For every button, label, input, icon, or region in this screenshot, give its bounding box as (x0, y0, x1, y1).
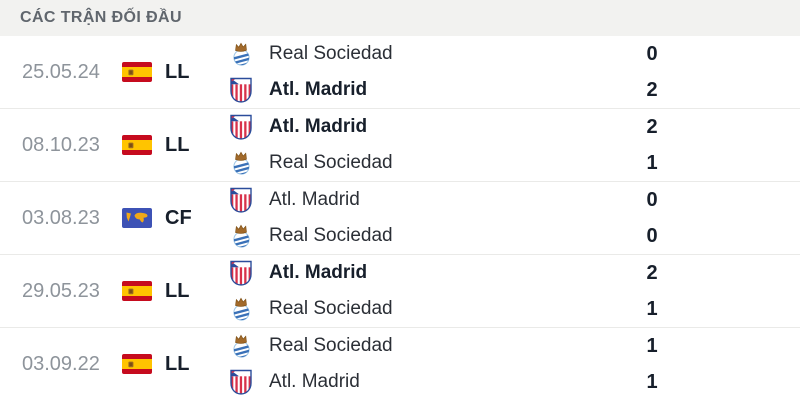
team-name: Atl. Madrid (269, 79, 368, 100)
team-name: Atl. Madrid (269, 262, 368, 283)
team-score: 0 (646, 224, 658, 247)
section-title: CÁC TRẬN ĐỐI ĐẦU (20, 9, 182, 26)
match-teams: Atl. Madrid 2 Real Sociedad 1 (228, 255, 800, 327)
team-name: Real Sociedad (269, 152, 393, 173)
team-score: 2 (646, 115, 658, 138)
competition-code: LL (165, 279, 190, 302)
match-teams: Atl. Madrid 0 Real Sociedad 0 (228, 182, 800, 254)
atl-madrid-badge-icon (228, 77, 254, 103)
team-name: Atl. Madrid (269, 371, 360, 392)
team-name: Real Sociedad (269, 335, 393, 356)
team-name: Real Sociedad (269, 225, 393, 246)
spain-flag-icon (122, 62, 152, 82)
world-map-flag-icon (122, 208, 152, 228)
real-sociedad-badge-icon (228, 333, 254, 359)
real-sociedad-badge-icon (228, 41, 254, 67)
team-score: 1 (646, 334, 658, 357)
match-date: 03.08.23 (22, 206, 100, 229)
match-row[interactable]: 08.10.23 LL Atl. Madrid 2 Real Sociedad … (0, 109, 800, 182)
match-teams: Atl. Madrid 2 Real Sociedad 1 (228, 109, 800, 181)
match-row[interactable]: 25.05.24 LL Real Sociedad 0 Atl. Madrid … (0, 36, 800, 109)
atl-madrid-badge-icon (228, 369, 254, 395)
real-sociedad-badge-icon (228, 150, 254, 176)
real-sociedad-badge-icon (228, 223, 254, 249)
team-line: Real Sociedad 1 (228, 291, 800, 327)
competition-code: CF (165, 206, 192, 229)
team-line: Real Sociedad 0 (228, 36, 800, 72)
team-score: 2 (646, 261, 658, 284)
team-line: Atl. Madrid 0 (228, 182, 800, 218)
team-line: Real Sociedad 0 (228, 218, 800, 254)
team-score: 2 (646, 78, 658, 101)
match-date: 25.05.24 (22, 60, 100, 83)
spain-flag-icon (122, 354, 152, 374)
atl-madrid-badge-icon (228, 260, 254, 286)
match-teams: Real Sociedad 0 Atl. Madrid 2 (228, 36, 800, 108)
team-line: Atl. Madrid 2 (228, 109, 800, 145)
real-sociedad-badge-icon (228, 296, 254, 322)
spain-flag-icon (122, 135, 152, 155)
match-date: 08.10.23 (22, 133, 100, 156)
match-date: 29.05.23 (22, 279, 100, 302)
team-score: 1 (646, 151, 658, 174)
team-line: Real Sociedad 1 (228, 328, 800, 364)
spain-flag-icon (122, 281, 152, 301)
team-line: Real Sociedad 1 (228, 145, 800, 181)
team-name: Real Sociedad (269, 43, 393, 64)
competition-code: LL (165, 60, 190, 83)
match-row[interactable]: 29.05.23 LL Atl. Madrid 2 Real Sociedad … (0, 255, 800, 328)
team-line: Atl. Madrid 1 (228, 364, 800, 400)
team-score: 0 (646, 188, 658, 211)
match-row[interactable]: 03.09.22 LL Real Sociedad 1 Atl. Madrid … (0, 328, 800, 400)
section-header: CÁC TRẬN ĐỐI ĐẦU (0, 0, 800, 36)
match-teams: Real Sociedad 1 Atl. Madrid 1 (228, 328, 800, 400)
team-line: Atl. Madrid 2 (228, 255, 800, 291)
match-row[interactable]: 03.08.23 CF Atl. Madrid 0 Real Sociedad … (0, 182, 800, 255)
team-name: Atl. Madrid (269, 189, 360, 210)
atl-madrid-badge-icon (228, 114, 254, 140)
team-name: Atl. Madrid (269, 116, 368, 137)
atl-madrid-badge-icon (228, 187, 254, 213)
team-score: 1 (646, 297, 658, 320)
team-score: 0 (646, 42, 658, 65)
matches-list: 25.05.24 LL Real Sociedad 0 Atl. Madrid … (0, 36, 800, 400)
competition-code: LL (165, 352, 190, 375)
match-date: 03.09.22 (22, 352, 100, 375)
team-score: 1 (646, 370, 658, 393)
team-line: Atl. Madrid 2 (228, 72, 800, 108)
team-name: Real Sociedad (269, 298, 393, 319)
competition-code: LL (165, 133, 190, 156)
